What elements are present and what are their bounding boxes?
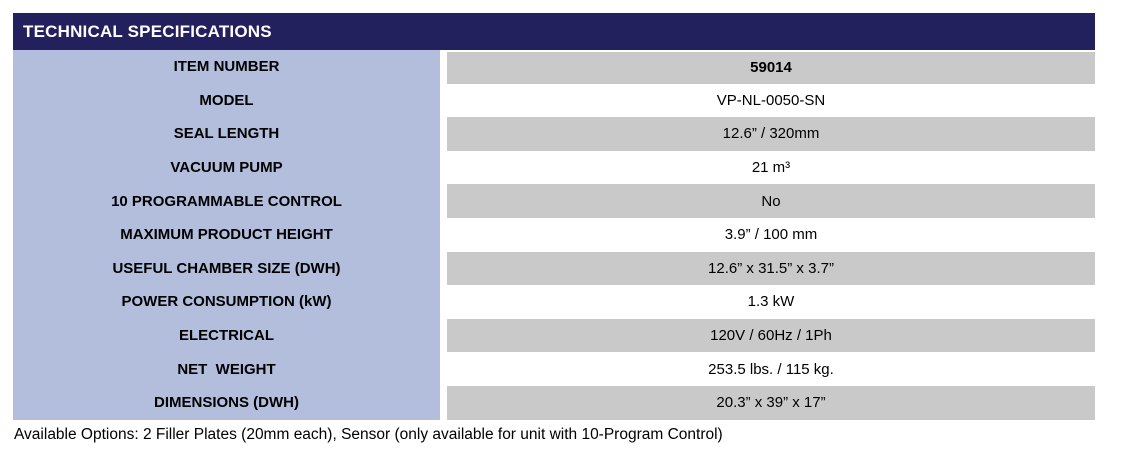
spec-label: 10 PROGRAMMABLE CONTROL — [13, 184, 440, 218]
spec-value: 20.3” x 39” x 17” — [447, 385, 1095, 420]
spec-value: No — [447, 184, 1095, 218]
spec-label: NET WEIGHT — [13, 352, 440, 386]
spec-value: 253.5 lbs. / 115 kg. — [447, 352, 1095, 386]
table-title-bar: TECHNICAL SPECIFICATIONS — [13, 13, 1095, 50]
column-divider — [440, 83, 447, 118]
spec-value: 3.9” / 100 mm — [447, 217, 1095, 252]
column-divider — [440, 318, 447, 353]
spec-value: VP-NL-0050-SN — [447, 83, 1095, 118]
spec-value: 120V / 60Hz / 1Ph — [447, 318, 1095, 353]
spec-value: 1.3 kW — [447, 285, 1095, 319]
spec-label: MAXIMUM PRODUCT HEIGHT — [13, 217, 440, 252]
spec-label: ELECTRICAL — [13, 318, 440, 353]
spec-value: 21 m³ — [447, 150, 1095, 185]
spec-label: USEFUL CHAMBER SIZE (DWH) — [13, 251, 440, 286]
column-divider — [440, 285, 447, 319]
spec-label: DIMENSIONS (DWH) — [13, 385, 440, 420]
column-divider — [440, 117, 447, 151]
spec-value: 12.6” x 31.5” x 3.7” — [447, 251, 1095, 286]
technical-specifications-table: TECHNICAL SPECIFICATIONS ITEM NUMBER 5901… — [13, 13, 1095, 420]
spec-label: ITEM NUMBER — [13, 50, 440, 84]
spec-label: VACUUM PUMP — [13, 150, 440, 185]
column-divider — [440, 352, 447, 386]
spec-value: 59014 — [447, 50, 1095, 84]
spec-label: POWER CONSUMPTION (kW) — [13, 285, 440, 319]
spec-label: SEAL LENGTH — [13, 117, 440, 151]
table-title: TECHNICAL SPECIFICATIONS — [23, 21, 272, 41]
column-divider — [440, 385, 447, 420]
spec-label: MODEL — [13, 83, 440, 118]
column-divider — [440, 150, 447, 185]
column-divider — [440, 184, 447, 218]
column-divider — [440, 217, 447, 252]
table-body: ITEM NUMBER 59014 MODEL VP-NL-0050-SN SEAL L… — [13, 50, 1095, 420]
spec-value: 12.6” / 320mm — [447, 117, 1095, 151]
column-divider — [440, 50, 447, 84]
column-divider — [440, 251, 447, 286]
available-options-note: Available Options: 2 Filler Plates (20mm… — [14, 426, 723, 443]
